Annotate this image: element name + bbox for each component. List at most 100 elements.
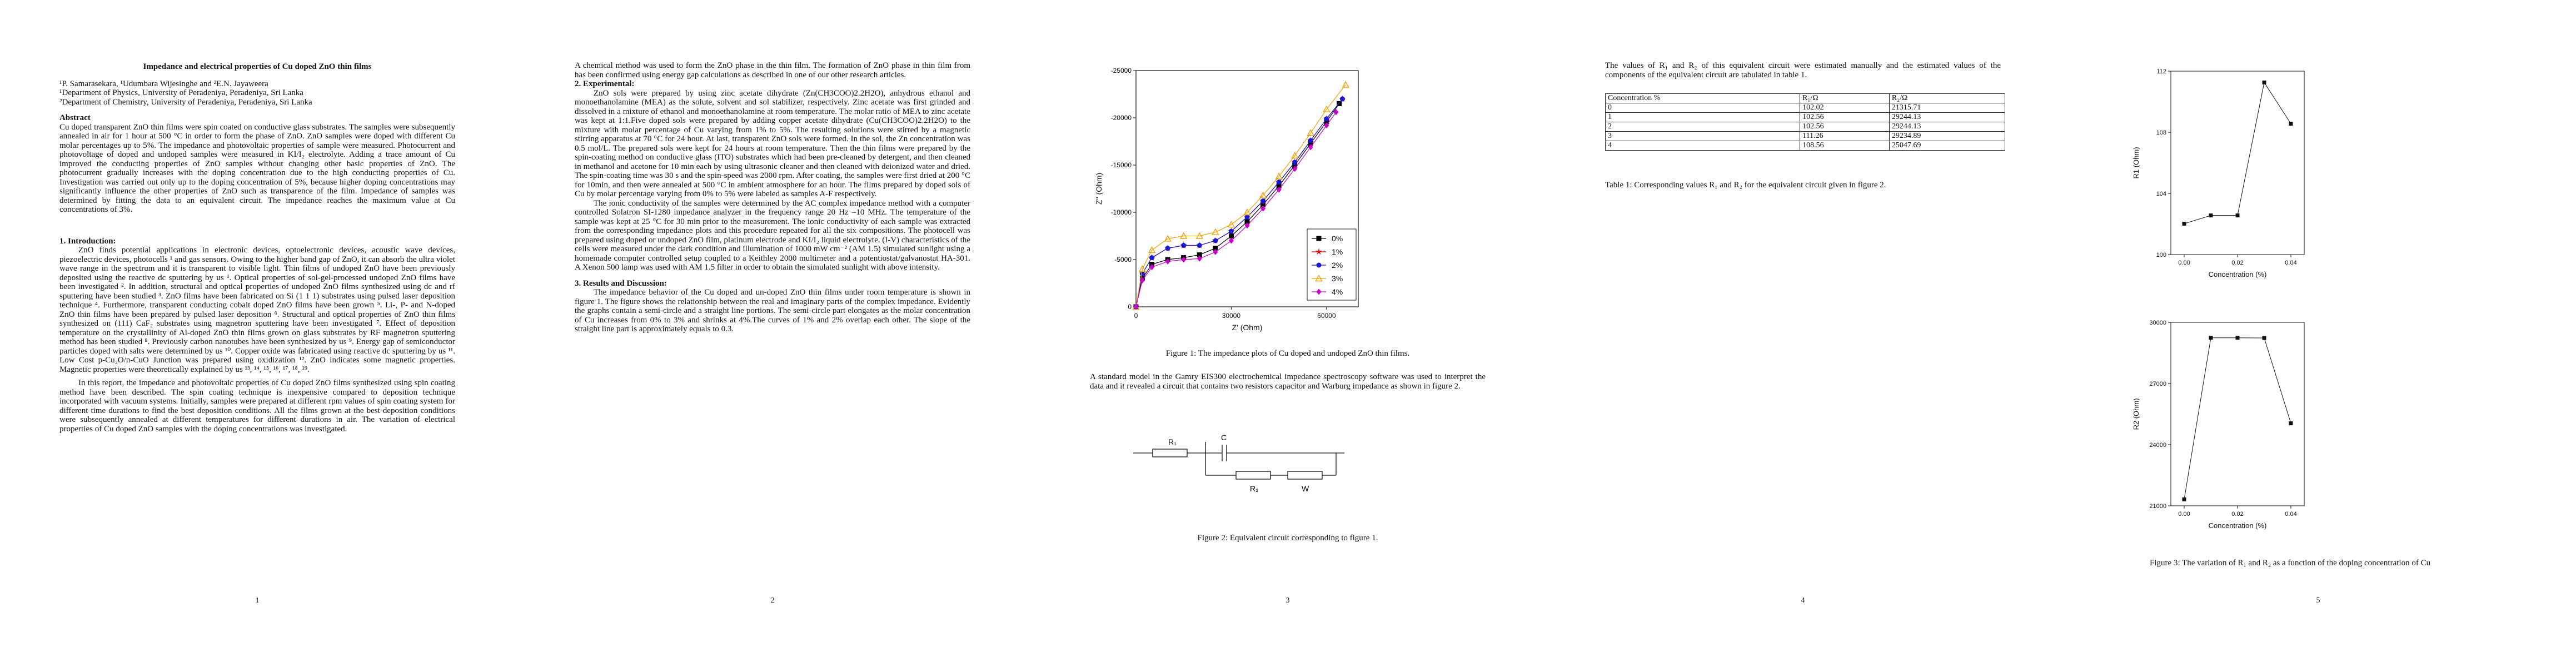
data-point (1244, 222, 1250, 229)
page-1-content: Impedance and electrical properties of C… (59, 62, 455, 434)
page-1: Impedance and electrical properties of C… (0, 0, 515, 667)
introduction-heading: 1. Introduction: (59, 236, 116, 246)
data-point (1276, 186, 1282, 193)
table-cell: 111.26 (1800, 131, 1890, 141)
abstract-heading: Abstract (59, 113, 91, 122)
data-point (1292, 166, 1298, 172)
table-header-cell: R₁/Ω (1800, 93, 1890, 103)
data-point (1149, 255, 1155, 261)
y-tick-label: 24000 (2149, 442, 2166, 449)
table-row: 3 111.26 29234.89 (1605, 131, 2006, 141)
data-point (2209, 336, 2213, 340)
data-point (1244, 215, 1250, 220)
x-axis-label: Concentration (%) (2209, 270, 2267, 278)
legend-label: 0% (1332, 234, 1343, 243)
introduction-paragraph-1: ZnO finds potential applications in elec… (59, 246, 455, 374)
data-point (1164, 235, 1172, 242)
y-tick-label: -25000 (1111, 67, 1132, 74)
data-point (1259, 191, 1267, 198)
data-point (1316, 262, 1322, 268)
data-point (2182, 221, 2186, 226)
data-point (1307, 129, 1314, 136)
data-point (1149, 264, 1155, 271)
page-3: 0 30000 60000 -25000 -20000 -15000 -10000 -5000… (1030, 0, 1546, 667)
affiliation-2: ²Department of Chemistry, University of … (59, 97, 312, 107)
data-point (1227, 221, 1235, 228)
data-point (1276, 183, 1282, 188)
resistor-r1 (1152, 449, 1188, 457)
data-point (2262, 336, 2266, 340)
data-point (1228, 237, 1234, 244)
data-point (1260, 202, 1266, 207)
data-point (1316, 288, 1322, 295)
legend-label: 3% (1332, 274, 1343, 283)
table-cell: 102.02 (1800, 103, 1890, 113)
legend-box (1307, 228, 1357, 301)
page-number: 2 (770, 596, 775, 605)
data-point (1275, 172, 1283, 180)
legend: 0% 1% 2% 3% 4% (1307, 228, 1357, 301)
data-point (1165, 246, 1170, 251)
y-tick-label: 30000 (2149, 320, 2166, 326)
table-row: 1 102.56 29244.13 (1605, 112, 2006, 122)
abstract-text: Cu doped transparent ZnO thin films were… (59, 122, 455, 215)
data-point (1324, 119, 1329, 125)
warburg-element (1287, 471, 1323, 480)
data-point (2289, 122, 2293, 126)
table-cell: 2 (1605, 122, 1801, 132)
data-point (1197, 255, 1202, 262)
data-point (1315, 275, 1323, 282)
x-tick-label: 0.04 (2285, 511, 2296, 517)
x-tick-label: 0.04 (2285, 260, 2296, 266)
data-point (1165, 258, 1170, 265)
table-1-caption: Table 1: Corresponding values R₁ and R₂ … (1605, 181, 1886, 190)
x-tick-label: 0.00 (2178, 511, 2190, 517)
x-tick-label: 0.02 (2231, 260, 2243, 266)
y-tick-label: 108 (2156, 130, 2166, 136)
paper-title: Impedance and electrical properties of C… (143, 62, 372, 71)
data-point (1139, 271, 1145, 276)
y-tick-label: 100 (2156, 252, 2166, 258)
x-tick-label: 0.00 (2178, 260, 2190, 266)
x-axis-label: Z' (Ohm) (1232, 323, 1263, 332)
data-point (2235, 213, 2240, 218)
affiliation-1: ¹Department of Physics, University of Pe… (59, 88, 303, 97)
figure-1-caption: Figure 1: The impedance plots of Cu dope… (1165, 349, 1410, 358)
x-tick-label: 0.02 (2231, 511, 2243, 517)
y-tick-label: -5000 (1114, 256, 1132, 263)
figure-3-caption: Figure 3: The variation of R₁ and R₂ as … (2150, 559, 2431, 568)
y-axis-label: R2 (Ohm) (2132, 398, 2140, 430)
data-point (1308, 141, 1313, 146)
data-point (1181, 243, 1187, 248)
data-point (1213, 246, 1218, 251)
label-r2: R₂ (1250, 484, 1259, 493)
data-point (2235, 336, 2240, 340)
data-point (1244, 219, 1250, 225)
data-point (1197, 252, 1202, 257)
resistor-r2 (1235, 471, 1271, 480)
table-cell: 29244.13 (1889, 122, 2006, 132)
data-point (1291, 152, 1299, 159)
table-row: 4 108.56 25047.69 (1605, 141, 2006, 151)
data-point (1316, 236, 1322, 241)
table-cell: 25047.69 (1889, 141, 2006, 151)
data-point (1342, 81, 1349, 88)
data-point (1139, 277, 1145, 283)
data-point (1212, 228, 1219, 235)
y-tick-label: 21000 (2149, 503, 2166, 510)
legend-label: 1% (1332, 247, 1343, 256)
data-point (1228, 228, 1234, 234)
series-line (1135, 84, 1346, 307)
table-cell: 108.56 (1800, 141, 1890, 151)
x-tick-label: 0 (1134, 312, 1138, 320)
series-line (2184, 337, 2291, 500)
table-cell: 102.56 (1800, 122, 1890, 132)
data-point (1323, 105, 1331, 112)
data-point (1337, 101, 1342, 106)
experimental-paragraph-2: The ionic conductivity of the samples we… (575, 198, 970, 272)
resistance-table: Concentration % R₁/Ω R₂/Ω 0 102.02 21315.7… (1605, 93, 2006, 151)
page-number: 3 (1285, 596, 1290, 605)
data-point (1243, 208, 1251, 216)
figure-2-caption: Figure 2: Equivalent circuit correspondi… (1197, 534, 1378, 542)
data-point (1213, 248, 1218, 255)
